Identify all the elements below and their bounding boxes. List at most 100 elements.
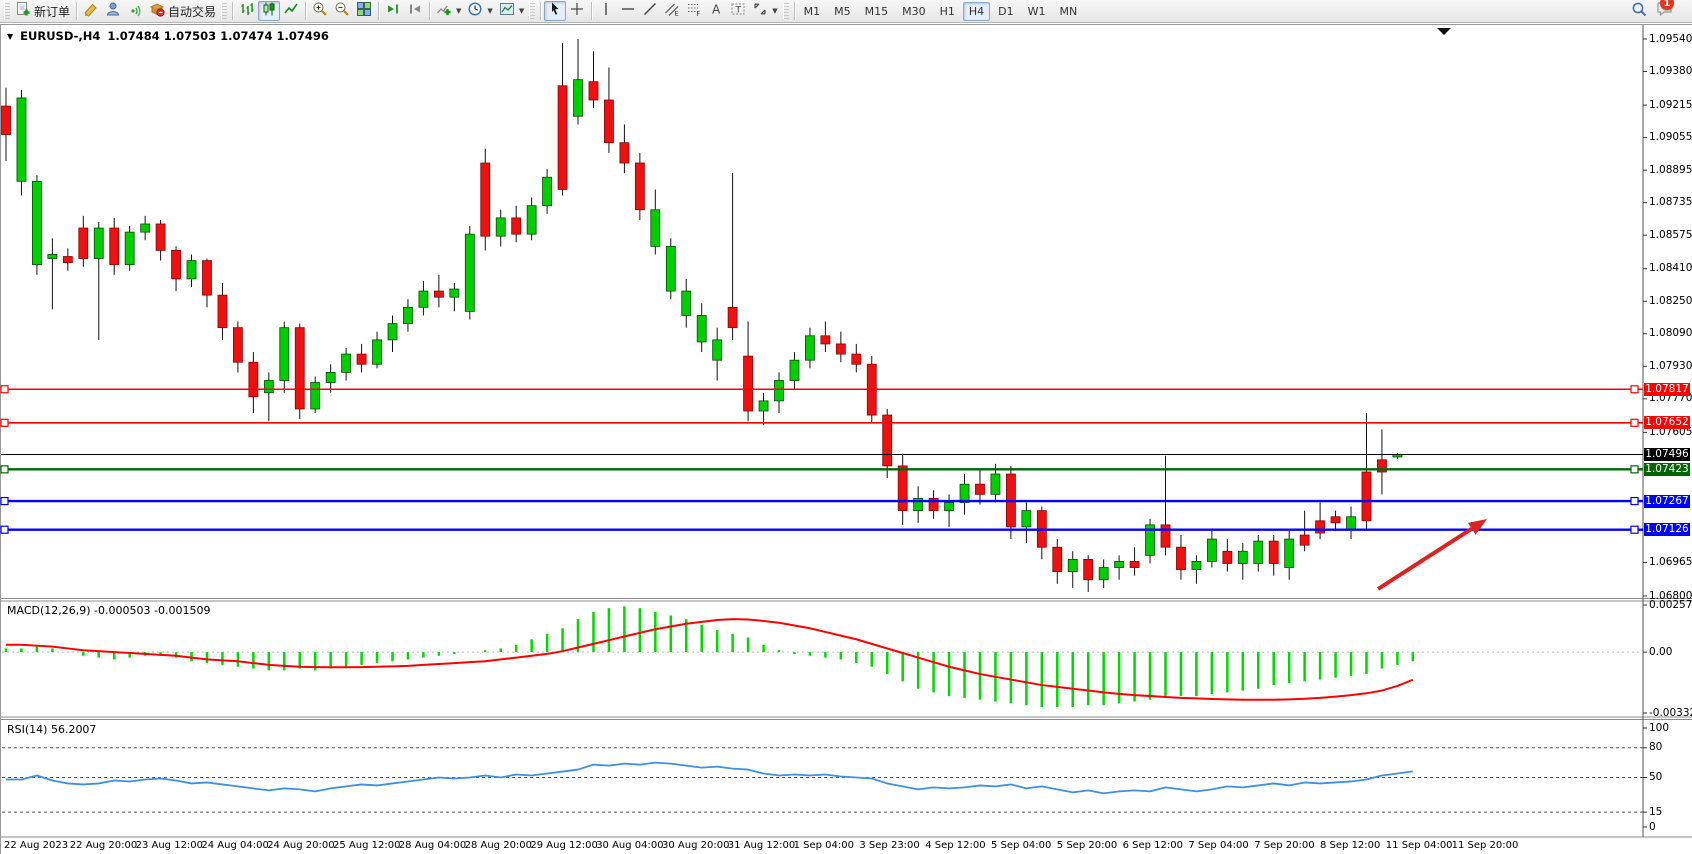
time-axis-label: 8 Sep 12:00 xyxy=(1320,840,1381,851)
vertical-line-button[interactable] xyxy=(595,1,617,21)
bull-candle xyxy=(449,288,460,298)
chart-shift-button[interactable] xyxy=(404,1,426,21)
time-axis-label: 24 Aug 20:00 xyxy=(267,840,335,851)
text-icon: A xyxy=(708,1,724,21)
chart-ohlc-label: 1.07484 1.07503 1.07474 1.07496 xyxy=(107,29,329,43)
toolbar-separator xyxy=(76,2,78,20)
text-button[interactable]: A xyxy=(705,1,727,21)
bear-candle xyxy=(1377,459,1387,473)
trendline-button[interactable] xyxy=(639,1,661,21)
bull-candle xyxy=(789,359,800,381)
crosshair-button[interactable] xyxy=(566,1,588,21)
zoom-in-button[interactable] xyxy=(309,1,331,21)
fibonacci-button[interactable]: F xyxy=(683,1,705,21)
toolbar-separator xyxy=(232,2,234,20)
toolbar-grip[interactable] xyxy=(782,3,789,19)
axis-tick-label: 1.08250 xyxy=(1649,294,1692,307)
axis-tick-label: 50 xyxy=(1649,771,1663,783)
horizontal-line-button[interactable] xyxy=(617,1,639,21)
periods-button[interactable]: ▼ xyxy=(464,1,495,21)
line-handle xyxy=(1630,496,1639,506)
bull-candle xyxy=(1253,540,1264,564)
timeframe-button-h1[interactable]: H1 xyxy=(939,4,955,18)
channel-button[interactable]: E xyxy=(661,1,683,21)
autotrading-button[interactable]: 自动交易 xyxy=(146,1,219,21)
axis-tick-label: 0.002572 xyxy=(1649,598,1692,611)
toolbar-grip[interactable] xyxy=(529,3,536,19)
timeframe-button-m5[interactable]: M5 xyxy=(834,4,851,18)
axis-tick-label: 1.09055 xyxy=(1649,131,1692,144)
time-axis-label: 31 Aug 12:00 xyxy=(727,840,796,851)
level-price-label: 1.07817 xyxy=(1644,382,1690,396)
timeframe-button-m30[interactable]: M30 xyxy=(902,4,926,18)
axis-tick-label: -0.003326 xyxy=(1649,706,1692,719)
bear-candle xyxy=(1222,550,1233,564)
zoom-out-button[interactable] xyxy=(331,1,353,21)
arrows-button[interactable]: ▼ xyxy=(749,1,780,21)
arrows-icon xyxy=(752,1,768,21)
timeframe-button-mn[interactable]: MN xyxy=(1059,4,1078,18)
bull-candle xyxy=(1067,559,1078,573)
market-watch-button[interactable] xyxy=(102,1,124,21)
periods-icon xyxy=(467,1,483,21)
bull-candle xyxy=(1237,550,1248,564)
timeframe-button-w1[interactable]: W1 xyxy=(1027,4,1046,18)
level-price-label: 1.07652 xyxy=(1644,416,1690,430)
signal-button[interactable] xyxy=(124,1,146,21)
timeframe-button-m15[interactable]: M15 xyxy=(864,4,889,18)
line-handle xyxy=(0,525,9,534)
line-chart-icon xyxy=(283,1,299,21)
bear-candle xyxy=(356,353,367,365)
auto-scroll-button[interactable] xyxy=(382,1,404,21)
toolbar-separator xyxy=(591,2,593,20)
line-handle xyxy=(1630,525,1639,534)
toolbar-grip[interactable] xyxy=(221,3,228,19)
bear-candle xyxy=(882,414,893,467)
one-click-trading-toggle-icon[interactable]: ▼ xyxy=(7,31,14,41)
timeframe-button-m1[interactable]: M1 xyxy=(803,4,821,18)
text-label-icon: T xyxy=(730,1,746,21)
bear-candle xyxy=(217,294,228,329)
dropdown-arrow-icon: ▼ xyxy=(487,7,493,15)
toolbar-separator xyxy=(540,2,542,20)
bear-candle xyxy=(851,353,862,365)
bull-candle xyxy=(696,315,707,343)
time-axis-label: 29 Aug 12:00 xyxy=(530,840,598,851)
line-chart-button[interactable] xyxy=(280,1,302,21)
chart-canvas[interactable] xyxy=(0,25,1692,854)
bull-candle xyxy=(341,353,352,373)
bull-candle xyxy=(372,339,382,365)
cursor-button[interactable] xyxy=(544,1,567,21)
indicators-button[interactable]: ▼ xyxy=(433,1,464,21)
chart-symbol-label: EURUSD-,H4 xyxy=(20,29,101,43)
notification-badge[interactable]: 1 xyxy=(1660,0,1674,10)
text-label-button[interactable]: T xyxy=(727,1,749,21)
tile-windows-button[interactable] xyxy=(353,1,375,21)
bull-candle xyxy=(959,483,970,503)
toolbar-separator xyxy=(793,2,795,20)
candlestick-chart-button[interactable] xyxy=(258,1,281,21)
bear-candle xyxy=(1361,471,1372,522)
styler-button[interactable] xyxy=(80,1,102,21)
search-icon[interactable] xyxy=(1631,1,1648,22)
time-axis-label: 25 Aug 12:00 xyxy=(333,840,401,851)
time-axis-label: 11 Sep 20:00 xyxy=(1451,840,1519,851)
bear-candle xyxy=(835,343,846,355)
bull-candle xyxy=(124,231,135,266)
toolbar-grip[interactable] xyxy=(4,3,10,19)
timeframe-button-d1[interactable]: D1 xyxy=(998,4,1014,18)
new-order-icon xyxy=(15,1,31,21)
toolbar: 新订单 自动交易 xyxy=(0,0,1692,23)
bear-candle xyxy=(155,223,166,251)
candlestick-chart-icon xyxy=(261,1,277,21)
timeframe-button-h4[interactable]: H4 xyxy=(962,1,991,21)
macd-layer xyxy=(4,606,1415,708)
toolbar-separator xyxy=(429,2,431,20)
bar-chart-button[interactable] xyxy=(236,1,258,21)
trendline-icon xyxy=(642,1,658,21)
templates-button[interactable]: ▼ xyxy=(496,1,527,21)
new-order-button[interactable]: 新订单 xyxy=(12,1,73,21)
axis-tick-label: 1.08575 xyxy=(1649,228,1692,241)
chat-icon[interactable]: 1 xyxy=(1656,0,1676,22)
